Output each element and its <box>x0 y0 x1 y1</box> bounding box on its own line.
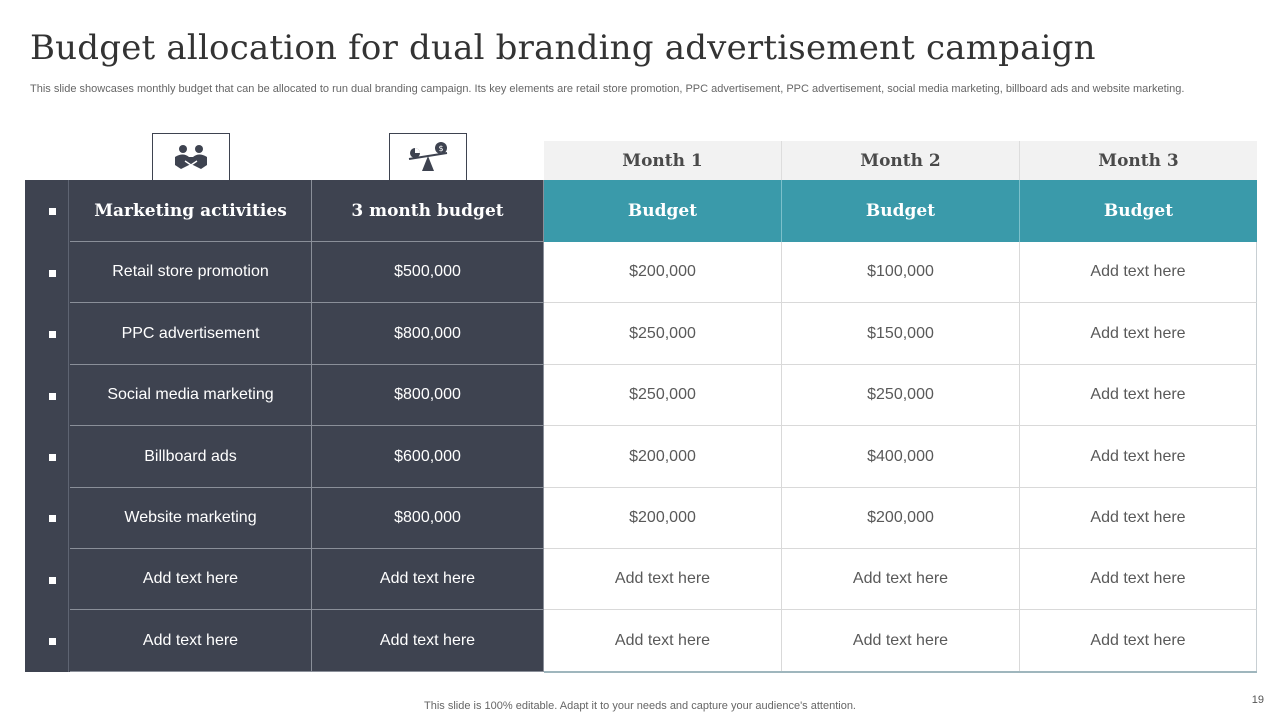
row-bullet <box>49 393 56 400</box>
row-bullet <box>49 515 56 522</box>
table-cell-month-1-budget: Add text here <box>544 549 782 610</box>
handshake-icon <box>152 133 230 182</box>
table-cell-month-3-budget: Add text here <box>1020 365 1257 426</box>
table-cell-month-2-budget: $400,000 <box>782 426 1020 488</box>
table-cell-activity: PPC advertisement <box>70 303 312 365</box>
row-bullet <box>49 454 56 461</box>
table-cell-month-2-budget: $200,000 <box>782 488 1020 549</box>
table-cell-month-2-budget: $250,000 <box>782 365 1020 426</box>
header-budget-month-1: Budget <box>544 180 782 242</box>
header-marketing-activities: Marketing activities <box>70 180 312 242</box>
table-cell-three-month-budget: $800,000 <box>312 488 544 549</box>
table-cell-activity: Billboard ads <box>70 426 312 488</box>
slide-footer: This slide is 100% editable. Adapt it to… <box>424 700 856 712</box>
table-cell-month-3-budget: Add text here <box>1020 549 1257 610</box>
table-cell-month-3-budget: Add text here <box>1020 488 1257 549</box>
slide-title: Budget allocation for dual branding adve… <box>30 28 1096 68</box>
rail-divider <box>68 180 69 672</box>
table-cell-three-month-budget: $800,000 <box>312 303 544 365</box>
page-number: 19 <box>1251 694 1264 706</box>
header-3-month-budget: 3 month budget <box>312 180 544 242</box>
table-cell-month-1-budget: $200,000 <box>544 426 782 488</box>
balance-scale-money-icon: $ <box>389 133 467 182</box>
table-cell-month-1-budget: Add text here <box>544 610 782 672</box>
table-cell-month-2-budget: Add text here <box>782 549 1020 610</box>
table-cell-month-2-budget: Add text here <box>782 610 1020 672</box>
row-bullet <box>49 208 56 215</box>
svg-text:$: $ <box>438 144 443 153</box>
table-cell-month-2-budget: $150,000 <box>782 303 1020 365</box>
table-cell-activity: Social media marketing <box>70 365 312 426</box>
slide-subtitle: This slide showcases monthly budget that… <box>30 83 1185 95</box>
row-bullet <box>49 270 56 277</box>
table-cell-three-month-budget: $800,000 <box>312 365 544 426</box>
table-cell-month-3-budget: Add text here <box>1020 242 1257 303</box>
table-cell-month-2-budget: $100,000 <box>782 242 1020 303</box>
month-header-2: Month 2 <box>782 141 1020 180</box>
row-bullet <box>49 638 56 645</box>
table-cell-month-1-budget: $200,000 <box>544 488 782 549</box>
row-bullet <box>49 331 56 338</box>
table-cell-month-1-budget: $250,000 <box>544 365 782 426</box>
table-cell-activity: Add text here <box>70 549 312 610</box>
table-cell-activity: Add text here <box>70 610 312 672</box>
table-cell-month-3-budget: Add text here <box>1020 610 1257 672</box>
header-budget-month-2: Budget <box>782 180 1020 242</box>
header-budget-month-3: Budget <box>1020 180 1257 242</box>
table-cell-three-month-budget: Add text here <box>312 549 544 610</box>
table-side-rail <box>25 180 70 672</box>
table-cell-activity: Retail store promotion <box>70 242 312 303</box>
table-cell-month-1-budget: $200,000 <box>544 242 782 303</box>
table-cell-month-1-budget: $250,000 <box>544 303 782 365</box>
table-cell-month-3-budget: Add text here <box>1020 303 1257 365</box>
month-header-1: Month 1 <box>544 141 782 180</box>
month-header-3: Month 3 <box>1020 141 1257 180</box>
table-bottom-rule <box>544 671 1257 673</box>
table-cell-three-month-budget: $600,000 <box>312 426 544 488</box>
table-cell-three-month-budget: $500,000 <box>312 242 544 303</box>
table-cell-activity: Website marketing <box>70 488 312 549</box>
table-cell-month-3-budget: Add text here <box>1020 426 1257 488</box>
row-bullet <box>49 577 56 584</box>
table-cell-three-month-budget: Add text here <box>312 610 544 672</box>
